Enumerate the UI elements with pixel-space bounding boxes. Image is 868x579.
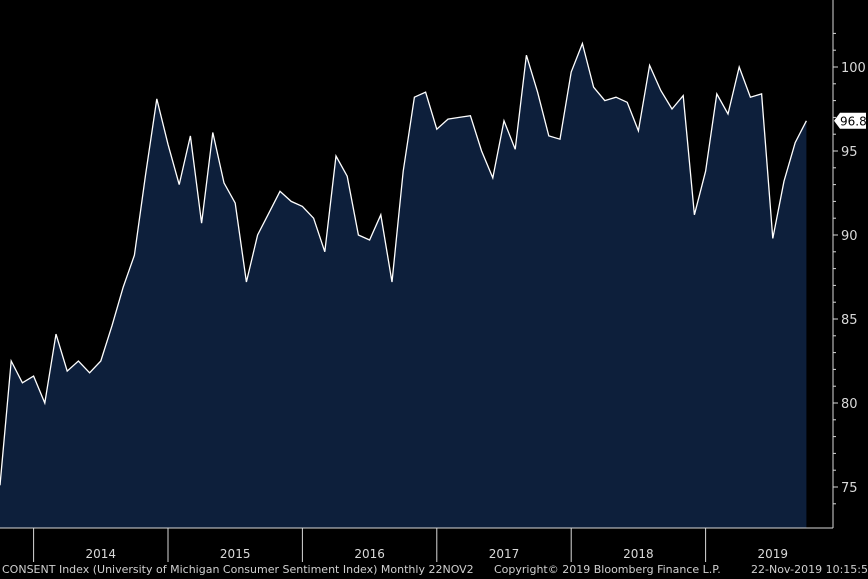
year-label: 2016 bbox=[354, 547, 385, 561]
year-label: 2014 bbox=[86, 547, 117, 561]
y-tick-label: 100 bbox=[841, 61, 866, 76]
year-label: 2017 bbox=[489, 547, 520, 561]
year-label: 2018 bbox=[623, 547, 654, 561]
y-tick-label: 85 bbox=[841, 313, 858, 328]
year-label: 2015 bbox=[220, 547, 251, 561]
year-label: 2019 bbox=[758, 547, 789, 561]
series-area-fill bbox=[0, 43, 807, 528]
plot-area bbox=[0, 41, 807, 528]
series-line bbox=[0, 41, 807, 486]
footer-timestamp: 22-Nov-2019 10:15:50 bbox=[751, 563, 868, 576]
axes bbox=[0, 0, 838, 562]
y-tick-label: 80 bbox=[841, 397, 858, 412]
axis-labels: 75 80 85 90 95 100 96.8 2014 2015 2016 2017 2018 201… bbox=[86, 61, 867, 561]
footer-copyright: Copyright© 2019 Bloomberg Finance L.P. bbox=[494, 563, 721, 576]
last-value-label: 96.8 bbox=[840, 114, 867, 128]
last-value-box bbox=[834, 112, 866, 129]
y-tick-label: 90 bbox=[841, 229, 858, 244]
footer-series-description: CONSENT Index (University of Michigan Co… bbox=[2, 563, 474, 576]
y-tick-label: 95 bbox=[841, 145, 858, 160]
y-tick-label: 75 bbox=[841, 481, 858, 496]
